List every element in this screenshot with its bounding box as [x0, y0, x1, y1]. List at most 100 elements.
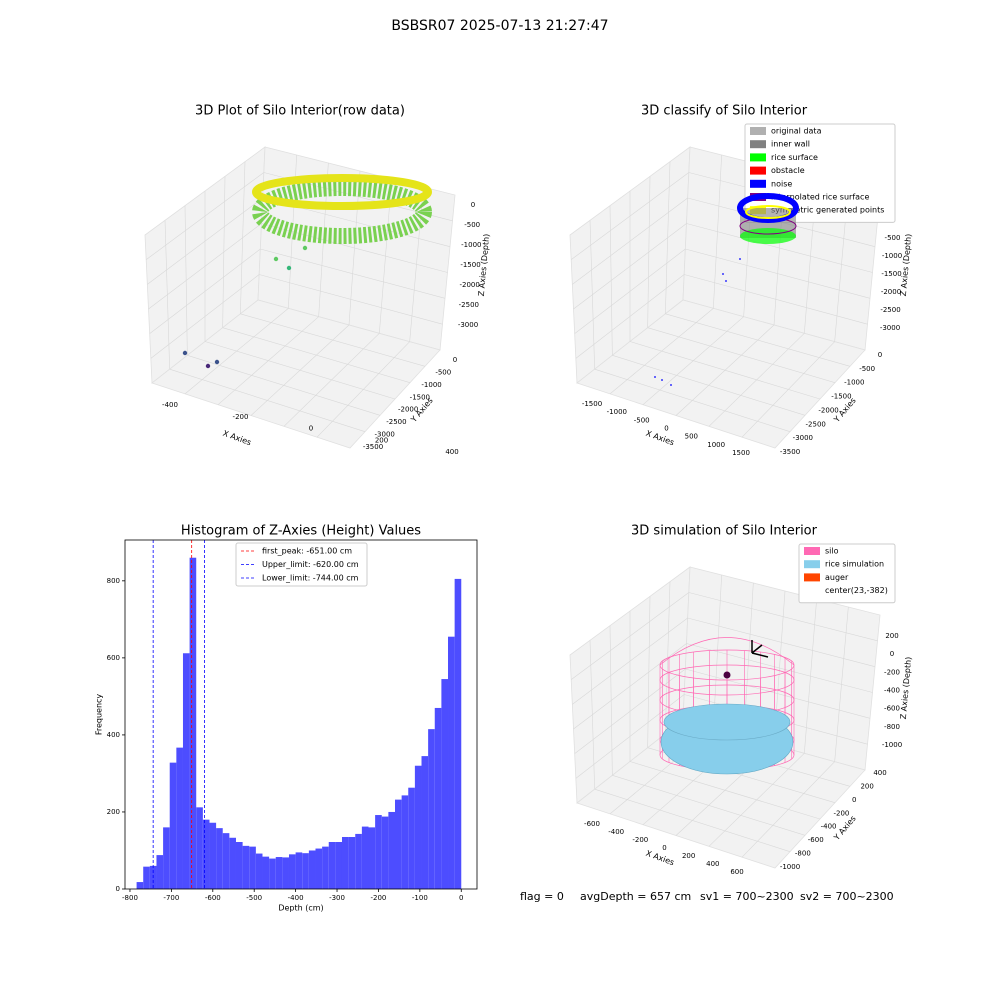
- point: [214, 359, 220, 365]
- bar: [136, 882, 144, 889]
- x-tick-label: -400: [288, 894, 304, 902]
- x-tick-label: -400: [162, 401, 178, 409]
- y-tick-label: 0: [852, 796, 856, 804]
- bar: [408, 787, 415, 889]
- y-tick-label: -400: [821, 823, 837, 831]
- bar: [335, 842, 342, 889]
- legend-label: rice simulation: [825, 560, 884, 569]
- x-tick-label: -100: [412, 894, 428, 902]
- x-tick-label: 1000: [707, 441, 725, 449]
- legend-box: [798, 543, 896, 604]
- auger-point: [723, 671, 731, 679]
- x-tick-label: 0: [664, 425, 668, 433]
- y-tick-label: -1000: [780, 863, 800, 871]
- x-tick-label: 200: [682, 852, 695, 860]
- status-text: flag = 0: [520, 890, 564, 903]
- y-tick-label: -1000: [844, 379, 864, 387]
- x-axis-label: X Axies: [222, 429, 253, 448]
- x-tick-label: -600: [205, 894, 221, 902]
- plot-frame: [124, 539, 478, 890]
- point: [286, 265, 292, 271]
- legend-swatch: [750, 140, 766, 149]
- pane-grid: [665, 313, 851, 367]
- point: [205, 363, 211, 369]
- y-tick-label: 200: [107, 808, 120, 816]
- legend-label: obstacle: [771, 166, 805, 175]
- point: [302, 245, 308, 251]
- y-tick-label: -3000: [375, 431, 395, 439]
- y-axis-label: Frequency: [95, 694, 104, 736]
- cylinder-sym: [745, 205, 791, 219]
- silo-roof: [659, 637, 795, 666]
- legend-label: original data: [771, 127, 822, 136]
- status-text: sv2 = 700~2300: [800, 890, 894, 903]
- bar: [414, 765, 422, 889]
- noise-point: [670, 384, 672, 386]
- z-tick-label: -2000: [459, 281, 479, 289]
- y-tick-label: -1500: [410, 393, 430, 401]
- bar: [348, 836, 356, 889]
- x-tick-label: -500: [246, 894, 262, 902]
- noise-point: [725, 280, 727, 282]
- bar: [156, 855, 164, 889]
- x-tick-label: -400: [608, 828, 624, 836]
- legend-swatch: [750, 153, 766, 162]
- legend-label: first_peak: -651.00 cm: [262, 547, 352, 556]
- bar: [448, 636, 455, 889]
- bar: [216, 828, 223, 889]
- legend-swatch: [750, 179, 766, 188]
- z-tick-label: -3000: [880, 324, 900, 332]
- z-tick-label: -500: [885, 234, 901, 242]
- x-axis-label: Depth (cm): [278, 904, 323, 913]
- legend-label: Upper_limit: -620.00 cm: [262, 560, 359, 569]
- bar: [282, 857, 289, 889]
- y-tick-label: 400: [107, 731, 120, 739]
- pane-grid: [688, 592, 878, 642]
- y-tick-label: -500: [859, 365, 875, 373]
- legend-label: auger: [825, 573, 849, 582]
- point: [273, 256, 279, 262]
- bar: [209, 822, 217, 889]
- z-tick-label: -800: [884, 723, 900, 731]
- z-axis-label: Z Axies (Depth): [899, 233, 913, 296]
- cylinder-top: [737, 193, 799, 223]
- z-tick-label: -1000: [882, 741, 902, 749]
- legend-label: symmetric generated points: [771, 206, 884, 215]
- z-tick-label: -2000: [881, 288, 901, 296]
- legend-swatch: [804, 547, 820, 555]
- z-tick-label: -2500: [880, 306, 900, 314]
- legend-swatch: [750, 127, 766, 135]
- bar: [434, 707, 442, 889]
- bar: [295, 852, 303, 889]
- y-tick-label: 400: [873, 769, 886, 777]
- x-tick-label: -800: [122, 894, 138, 902]
- bar: [242, 845, 250, 889]
- bar: [381, 816, 389, 889]
- legend-label: center(23,-382): [825, 586, 888, 595]
- chart-title: 3D Plot of Silo Interior(row data): [195, 104, 405, 119]
- x-tick-label: 1500: [732, 449, 750, 457]
- x-tick-label: -600: [584, 820, 600, 828]
- legend-swatch: [804, 573, 820, 582]
- x-tick-label: 200: [375, 436, 388, 444]
- legend-label: interpolated rice surface: [771, 193, 869, 202]
- x-tick-label: 400: [445, 448, 458, 456]
- figure-title: BSBSR07 2025-07-13 21:27:47: [391, 18, 608, 34]
- status-text: sv1 = 700~2300: [700, 890, 794, 903]
- y-tick-label: -2500: [386, 418, 406, 426]
- noise-point: [654, 376, 656, 378]
- z-tick-label: -400: [884, 687, 900, 695]
- noise-point: [661, 379, 663, 381]
- bar: [163, 827, 170, 889]
- bar: [288, 854, 296, 889]
- bar: [428, 729, 435, 889]
- y-tick-label: -2000: [398, 406, 418, 414]
- bar: [255, 853, 263, 889]
- pane-grid: [570, 592, 690, 680]
- bar: [222, 833, 230, 889]
- bar: [275, 857, 283, 889]
- x-tick-label: 0: [459, 894, 463, 902]
- bar: [249, 846, 256, 889]
- x-tick-label: 400: [706, 860, 719, 868]
